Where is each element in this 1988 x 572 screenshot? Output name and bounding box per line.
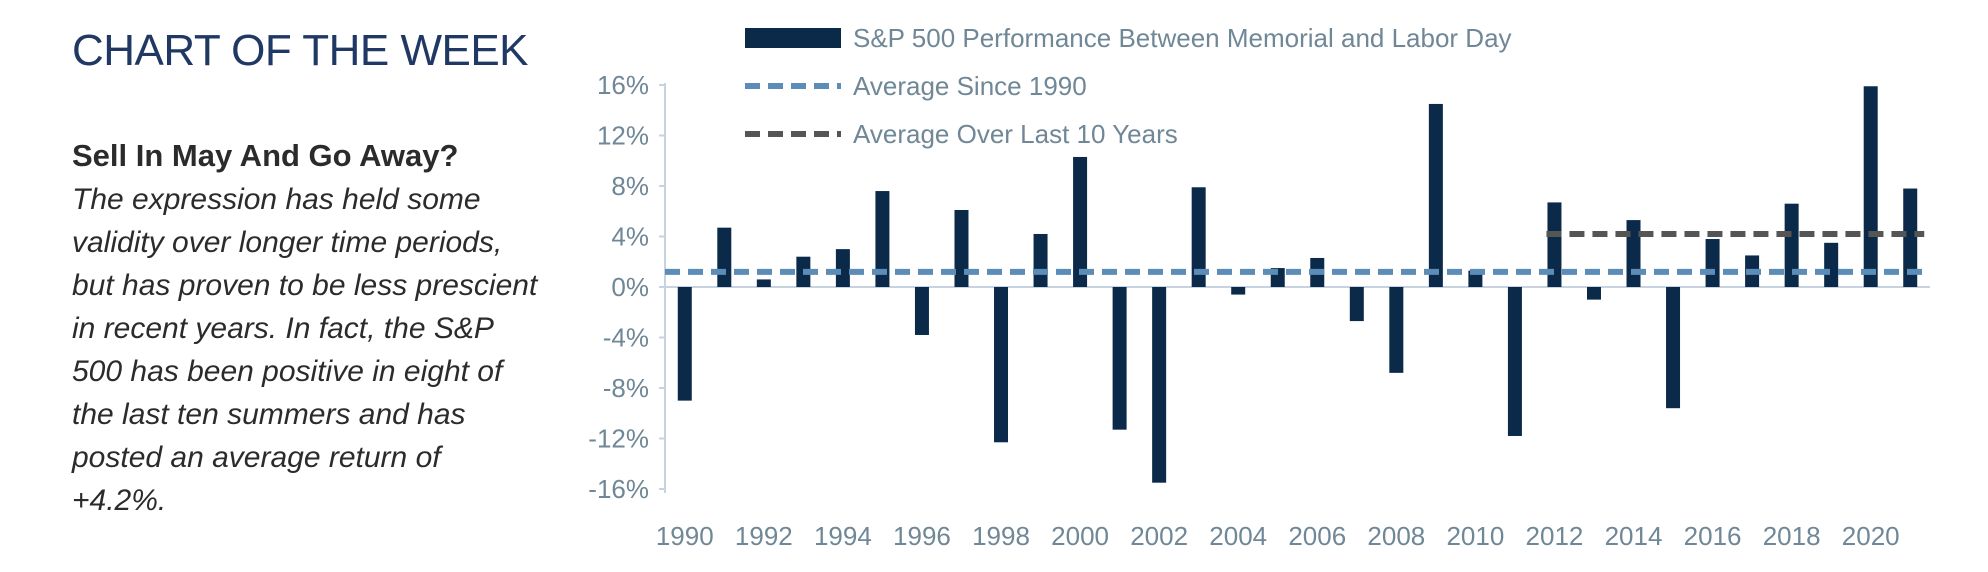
bar-2020 <box>1863 86 1878 287</box>
bar-2018 <box>1784 203 1799 287</box>
y-tick-label: -12% <box>588 424 649 454</box>
headline: Sell In May And Go Away? <box>72 138 459 173</box>
x-tick-label: 2006 <box>1288 521 1346 551</box>
x-tick-label: 2000 <box>1051 521 1109 551</box>
bar-1994 <box>835 249 850 287</box>
y-tick-label: 0% <box>611 272 649 302</box>
bar-2012 <box>1547 202 1562 287</box>
y-tick-label: -16% <box>588 474 649 504</box>
bar-1992 <box>756 279 771 287</box>
bar-2007 <box>1349 287 1364 322</box>
bar-1998 <box>994 287 1009 443</box>
bar-2011 <box>1507 287 1522 436</box>
y-tick-label: -4% <box>603 323 649 353</box>
bar-2013 <box>1586 287 1601 300</box>
legend-series-label: S&P 500 Performance Between Memorial and… <box>853 23 1512 53</box>
bar-2008 <box>1389 287 1404 373</box>
x-tick-label: 2008 <box>1367 521 1425 551</box>
x-tick-label: 2018 <box>1763 521 1821 551</box>
x-tick-label: 1990 <box>656 521 714 551</box>
legend-average-last-10-years-label: Average Over Last 10 Years <box>853 119 1178 149</box>
x-tick-label: 2012 <box>1526 521 1584 551</box>
bar-2009 <box>1428 103 1443 287</box>
x-tick-label: 2016 <box>1684 521 1742 551</box>
bar-1999 <box>1033 233 1048 287</box>
bar-2019 <box>1824 242 1839 287</box>
y-tick-label: 8% <box>611 171 649 201</box>
x-tick-label: 2020 <box>1842 521 1900 551</box>
bar-2014 <box>1626 220 1641 287</box>
y-tick-label: 12% <box>597 121 649 151</box>
chart-of-the-week-title: CHART OF THE WEEK <box>72 26 529 75</box>
legend-series-swatch <box>745 28 841 48</box>
y-tick-label: 16% <box>597 70 649 100</box>
bar-2021 <box>1903 188 1918 287</box>
bar-2002 <box>1152 287 1167 483</box>
bar-1990 <box>677 287 692 401</box>
bar-2015 <box>1666 287 1681 409</box>
bar-2003 <box>1191 187 1206 287</box>
body-text: The expression has held some validity ov… <box>72 183 538 517</box>
legend-average-since-1990-label: Average Since 1990 <box>853 71 1087 101</box>
bar-1991 <box>717 227 732 287</box>
x-tick-label: 2002 <box>1130 521 1188 551</box>
x-tick-label: 2014 <box>1605 521 1663 551</box>
left-panel: CHART OF THE WEEK Sell In May And Go Awa… <box>72 20 552 522</box>
bar-2000 <box>1073 156 1088 287</box>
x-tick-label: 1998 <box>972 521 1030 551</box>
y-tick-label: -8% <box>603 373 649 403</box>
bar-2016 <box>1705 239 1720 287</box>
x-tick-label: 1994 <box>814 521 872 551</box>
bar-1996 <box>914 287 929 335</box>
x-tick-label: 2010 <box>1446 521 1504 551</box>
bar-1995 <box>875 191 890 287</box>
y-tick-label: 4% <box>611 222 649 252</box>
bar-2001 <box>1112 287 1127 430</box>
bar-2004 <box>1231 287 1246 295</box>
x-tick-label: 2004 <box>1209 521 1267 551</box>
x-tick-label: 1992 <box>735 521 793 551</box>
bar-1997 <box>954 209 969 287</box>
x-tick-label: 1996 <box>893 521 951 551</box>
